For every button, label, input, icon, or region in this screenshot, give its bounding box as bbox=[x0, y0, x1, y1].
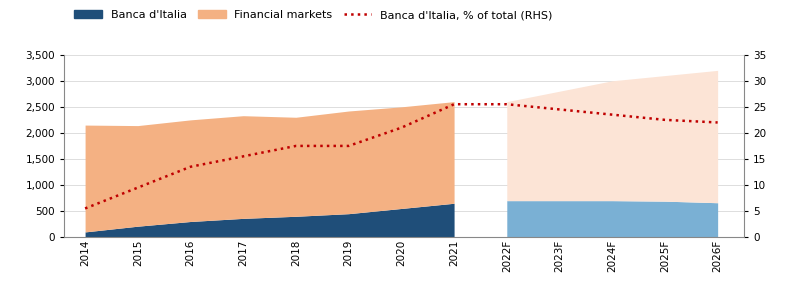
Legend: Banca d'Italia, Financial markets, Banca d'Italia, % of total (RHS): Banca d'Italia, Financial markets, Banca… bbox=[70, 5, 557, 24]
